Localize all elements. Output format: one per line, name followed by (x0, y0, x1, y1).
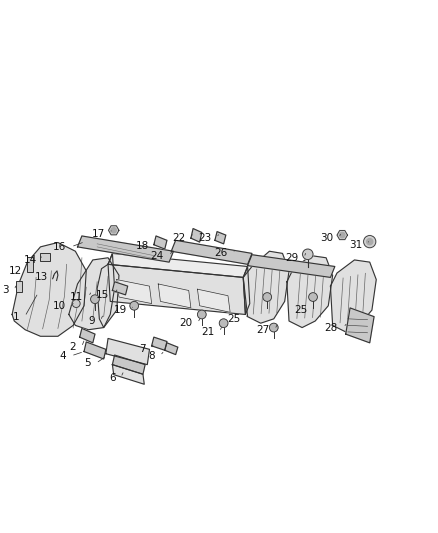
Text: 26: 26 (214, 248, 227, 259)
Text: 7: 7 (139, 344, 146, 354)
Polygon shape (113, 355, 145, 374)
Text: 9: 9 (88, 316, 95, 326)
Polygon shape (69, 258, 119, 330)
Polygon shape (106, 338, 149, 365)
Polygon shape (158, 284, 191, 308)
Polygon shape (80, 328, 95, 343)
Text: 30: 30 (320, 233, 333, 243)
Text: 20: 20 (179, 318, 192, 328)
Text: 18: 18 (135, 241, 148, 252)
Polygon shape (109, 226, 119, 235)
Polygon shape (12, 243, 86, 336)
Text: 3: 3 (3, 286, 9, 295)
Text: 13: 13 (35, 272, 48, 282)
Polygon shape (108, 253, 247, 277)
Circle shape (303, 249, 313, 260)
Text: 16: 16 (53, 242, 66, 252)
Polygon shape (108, 264, 245, 314)
Bar (40, 253, 50, 261)
Polygon shape (215, 232, 226, 244)
Text: 1: 1 (13, 312, 20, 321)
Text: 25: 25 (227, 314, 240, 324)
Text: 17: 17 (92, 229, 105, 239)
Circle shape (130, 301, 138, 310)
Polygon shape (330, 260, 376, 332)
Polygon shape (337, 231, 347, 240)
Polygon shape (84, 342, 106, 359)
Text: 29: 29 (286, 253, 299, 263)
Text: 31: 31 (349, 240, 362, 249)
Circle shape (309, 293, 318, 301)
Polygon shape (113, 282, 128, 295)
Circle shape (198, 310, 206, 319)
Polygon shape (117, 280, 152, 304)
Circle shape (219, 319, 228, 328)
Polygon shape (346, 308, 374, 343)
Text: 5: 5 (84, 358, 91, 368)
Polygon shape (198, 289, 230, 312)
Circle shape (339, 232, 345, 238)
Circle shape (367, 239, 373, 245)
Text: 14: 14 (24, 255, 37, 265)
Circle shape (91, 295, 99, 304)
Circle shape (263, 293, 272, 301)
Polygon shape (243, 251, 289, 323)
Polygon shape (113, 365, 144, 384)
Text: 21: 21 (201, 327, 214, 337)
Text: 19: 19 (113, 305, 127, 315)
Text: 28: 28 (325, 322, 338, 333)
Polygon shape (243, 266, 250, 314)
Text: 25: 25 (294, 305, 307, 315)
Circle shape (72, 300, 80, 308)
Circle shape (364, 236, 376, 248)
Text: 15: 15 (96, 290, 110, 300)
Polygon shape (191, 229, 202, 242)
Polygon shape (287, 256, 332, 328)
Text: 6: 6 (109, 373, 116, 383)
Text: 22: 22 (172, 233, 185, 243)
Polygon shape (78, 236, 173, 262)
Polygon shape (247, 255, 335, 277)
Polygon shape (97, 253, 115, 328)
Polygon shape (152, 337, 167, 350)
Text: 10: 10 (53, 301, 66, 311)
Text: 4: 4 (59, 351, 66, 361)
Text: 23: 23 (198, 233, 212, 243)
Text: 11: 11 (70, 292, 83, 302)
Bar (27, 257, 33, 272)
Polygon shape (154, 236, 167, 249)
Polygon shape (171, 240, 252, 264)
Text: 27: 27 (256, 325, 269, 335)
Bar (16, 281, 22, 292)
Text: 8: 8 (148, 351, 155, 361)
Text: 24: 24 (150, 251, 163, 261)
Text: 2: 2 (70, 342, 76, 352)
Text: 12: 12 (9, 266, 22, 276)
Circle shape (111, 228, 117, 233)
Polygon shape (165, 343, 178, 354)
Circle shape (269, 323, 278, 332)
